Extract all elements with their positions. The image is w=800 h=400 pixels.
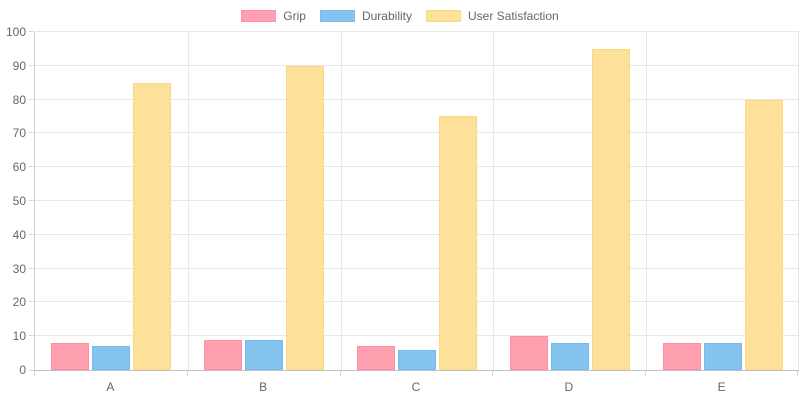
y-axis-tick bbox=[29, 267, 34, 269]
bar-grip-a bbox=[51, 343, 90, 370]
gridline-y-40 bbox=[35, 233, 799, 235]
bar-durability-d bbox=[550, 343, 589, 370]
legend-swatch-user-satisfaction bbox=[425, 10, 461, 22]
y-axis-label: 80 bbox=[12, 92, 26, 107]
gridline-y-60 bbox=[35, 166, 799, 168]
y-axis-tick bbox=[29, 64, 34, 66]
legend-label: User Satisfaction bbox=[467, 9, 559, 23]
x-axis-label: B bbox=[259, 380, 268, 394]
x-axis-tick bbox=[492, 371, 494, 376]
gridline-x-boundary bbox=[493, 32, 495, 370]
y-axis-label: 10 bbox=[12, 329, 26, 344]
x-axis-tick bbox=[339, 371, 341, 376]
y-axis-tick bbox=[29, 132, 34, 134]
x-axis-tick bbox=[797, 371, 798, 376]
gridline-x-boundary bbox=[340, 32, 342, 370]
bar-user-satisfaction-a bbox=[133, 83, 172, 370]
y-axis-tick bbox=[29, 370, 34, 371]
gridline-y-80 bbox=[35, 98, 799, 100]
gridline-y-90 bbox=[35, 64, 799, 66]
bar-user-satisfaction-c bbox=[439, 116, 477, 370]
legend-label: Grip bbox=[283, 9, 306, 23]
y-axis-label: 30 bbox=[12, 261, 26, 276]
x-axis-label: E bbox=[717, 380, 726, 394]
y-axis-label: 0 bbox=[19, 363, 26, 377]
y-axis-tick bbox=[29, 31, 34, 32]
y-axis-label: 70 bbox=[12, 126, 26, 141]
gridline-x-boundary bbox=[646, 32, 648, 370]
gridline-y-70 bbox=[35, 132, 799, 134]
bar-durability-a bbox=[92, 346, 131, 370]
y-axis-tick bbox=[29, 98, 34, 100]
y-axis-tick bbox=[29, 200, 34, 201]
y-axis-tick bbox=[29, 335, 34, 337]
bar-durability-b bbox=[245, 340, 284, 370]
legend-label: Durability bbox=[361, 9, 412, 23]
bar-user-satisfaction-b bbox=[286, 66, 325, 370]
x-axis-label: A bbox=[106, 380, 115, 394]
y-axis-label: 100 bbox=[5, 25, 26, 39]
bar-durability-c bbox=[398, 350, 436, 370]
legend-item-user-satisfaction[interactable]: User Satisfaction bbox=[425, 9, 559, 23]
gridline-y-30 bbox=[35, 267, 799, 269]
bar-grip-c bbox=[357, 346, 395, 370]
y-axis-tick bbox=[29, 166, 34, 168]
y-axis-tick bbox=[29, 301, 34, 303]
x-axis-tick bbox=[34, 371, 35, 376]
bar-grip-d bbox=[509, 336, 548, 370]
legend-item-grip[interactable]: Grip bbox=[241, 10, 306, 22]
y-axis-label: 20 bbox=[12, 295, 26, 310]
y-axis-tick bbox=[29, 233, 34, 235]
bar-user-satisfaction-e bbox=[744, 100, 783, 370]
gridline-y-50 bbox=[35, 200, 799, 201]
plot-area bbox=[34, 31, 799, 371]
gridline-x-boundary bbox=[187, 32, 189, 370]
bar-grip-e bbox=[662, 343, 701, 370]
y-axis-label: 40 bbox=[12, 227, 26, 242]
y-axis-label: 90 bbox=[12, 58, 26, 73]
bar-grip-b bbox=[204, 340, 243, 370]
gridline-y-100 bbox=[35, 31, 799, 32]
legend-swatch-durability bbox=[319, 10, 355, 22]
x-axis-tick bbox=[186, 371, 188, 376]
gridline-y-10 bbox=[35, 335, 799, 337]
y-axis-label: 60 bbox=[12, 160, 26, 175]
bar-durability-e bbox=[703, 343, 742, 370]
x-axis-label: D bbox=[564, 380, 574, 394]
legend-swatch-grip bbox=[241, 10, 277, 22]
legend-item-durability[interactable]: Durability bbox=[319, 9, 412, 23]
y-axis-label: 50 bbox=[12, 194, 26, 208]
gridline-x-boundary bbox=[798, 32, 799, 370]
x-axis-label: C bbox=[411, 380, 421, 394]
x-axis-tick bbox=[645, 371, 647, 376]
gridline-y-20 bbox=[35, 301, 799, 303]
chart-legend: Grip Durability User Satisfaction bbox=[0, 7, 800, 25]
bar-user-satisfaction-d bbox=[591, 49, 630, 370]
